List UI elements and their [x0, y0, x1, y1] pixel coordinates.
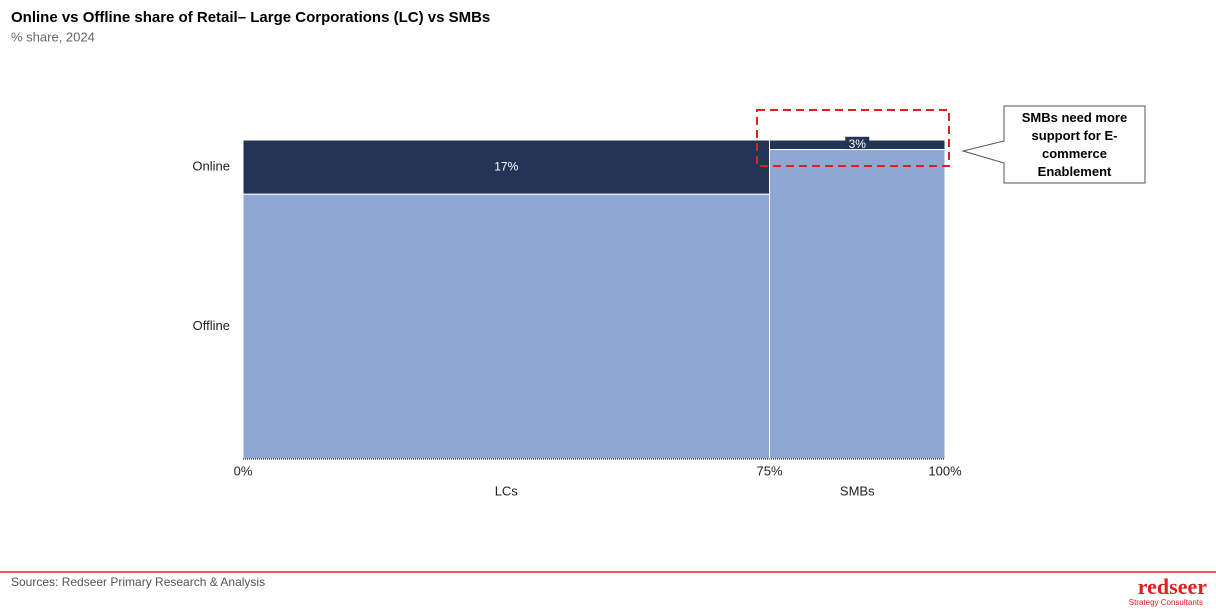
x-tick-label: 75% [756, 463, 782, 478]
row-label: Online [192, 159, 230, 174]
callout: SMBs need more support for E-commerce En… [1021, 109, 1128, 179]
chart-title: Online vs Offline share of Retail– Large… [11, 9, 490, 26]
value-label: 17% [494, 159, 518, 173]
value-label-bg [845, 136, 870, 153]
logo: redseer [1138, 574, 1207, 599]
callout-box [961, 105, 1146, 184]
logo-tagline: Strategy Consultants [1129, 598, 1203, 607]
callout-text: SMBs need more support for E-commerce En… [1021, 109, 1128, 179]
row-label: Offline [193, 318, 230, 333]
category-label: SMBs [840, 483, 875, 498]
segment [769, 149, 946, 460]
segment [242, 139, 770, 195]
chart-subtitle: % share, 2024 [11, 29, 95, 44]
source-note: Sources: Redseer Primary Research & Anal… [11, 575, 265, 589]
segment [242, 193, 770, 460]
category-label: LCs [495, 483, 519, 498]
x-tick-label: 0% [234, 463, 253, 478]
highlight-box [756, 109, 950, 167]
plot-area: 0% 75% 100% LCs Online 17% Offline SMBs 3% [192, 136, 962, 498]
value-label: 3% [849, 137, 867, 151]
x-tick-label: 100% [928, 463, 962, 478]
